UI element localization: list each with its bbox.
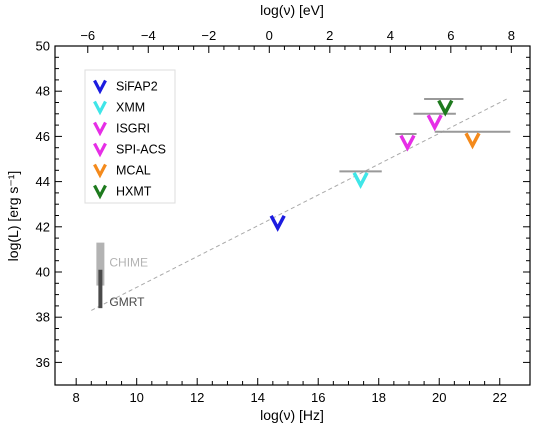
x-tick-label: 16 <box>311 390 325 405</box>
legend-marker <box>93 184 107 200</box>
y-tick-label: 38 <box>36 310 50 325</box>
y-tick-label: 46 <box>36 129 50 144</box>
legend-marker <box>93 79 107 95</box>
x-tick-label: 10 <box>129 390 143 405</box>
x2-axis-label: log(ν) [eV] <box>260 2 324 18</box>
point-xmm <box>352 172 369 189</box>
y-tick-label: 44 <box>36 174 50 189</box>
legend: SiFAP2 XMM ISGRI SPI-ACS MCAL HXMT <box>84 69 176 204</box>
point-isgri <box>399 134 416 152</box>
x-tick-label: 14 <box>250 390 264 405</box>
y-tick-label: 42 <box>36 219 50 234</box>
radio-band-label: CHIME <box>109 255 148 269</box>
legend-label: SiFAP2 <box>116 80 158 94</box>
radio-band-label: GMRT <box>109 295 145 309</box>
tick-labels: 8 10 12 14 16 18 20 22−6 −4 −2 0 2 4 6 836384042444648… <box>36 28 515 405</box>
legend-label: ISGRI <box>116 122 150 136</box>
x-tick-label: 22 <box>493 390 507 405</box>
y-tick-label: 48 <box>36 84 50 99</box>
point-mcal <box>464 132 481 150</box>
x2-tick-label: 6 <box>447 28 454 43</box>
radio-bands: CHIME GMRT <box>96 242 148 309</box>
legend-label: MCAL <box>116 164 151 178</box>
x-tick-label: 8 <box>73 390 80 405</box>
y-tick-label: 36 <box>36 355 50 370</box>
point-hxmt <box>437 99 454 117</box>
legend-items: SiFAP2 XMM ISGRI SPI-ACS MCAL HXMT <box>93 79 166 200</box>
legend-marker <box>93 142 107 158</box>
x-tick-label: 12 <box>190 390 204 405</box>
x2-tick-label: 0 <box>266 28 273 43</box>
radio-band-gmrt <box>98 269 103 309</box>
x2-tick-label: 8 <box>508 28 515 43</box>
legend-label: HXMT <box>116 185 152 199</box>
legend-marker <box>93 100 107 116</box>
trend-line <box>91 97 510 311</box>
y-tick-label: 40 <box>36 265 50 280</box>
radio-band-chime <box>96 242 105 286</box>
x2-tick-label: −2 <box>201 28 216 43</box>
x2-tick-label: −6 <box>80 28 95 43</box>
legend-label: XMM <box>116 101 145 115</box>
x-tick-label: 20 <box>432 390 446 405</box>
point-sifap2 <box>269 214 286 232</box>
legend-label: SPI-ACS <box>116 143 166 157</box>
legend-marker <box>93 121 107 137</box>
x2-tick-label: 4 <box>387 28 394 43</box>
x2-tick-label: −4 <box>141 28 156 43</box>
x-axis-label: log(ν) [Hz] <box>260 407 324 423</box>
data-points <box>269 98 511 232</box>
tick-marks <box>55 45 530 385</box>
legend-marker <box>93 163 107 179</box>
x2-tick-label: 2 <box>326 28 333 43</box>
x-tick-label: 18 <box>371 390 385 405</box>
point-spi-acs <box>426 114 443 132</box>
y-axis-label: log(L) [erg s⁻¹] <box>5 171 21 262</box>
y-tick-label: 50 <box>36 39 50 54</box>
